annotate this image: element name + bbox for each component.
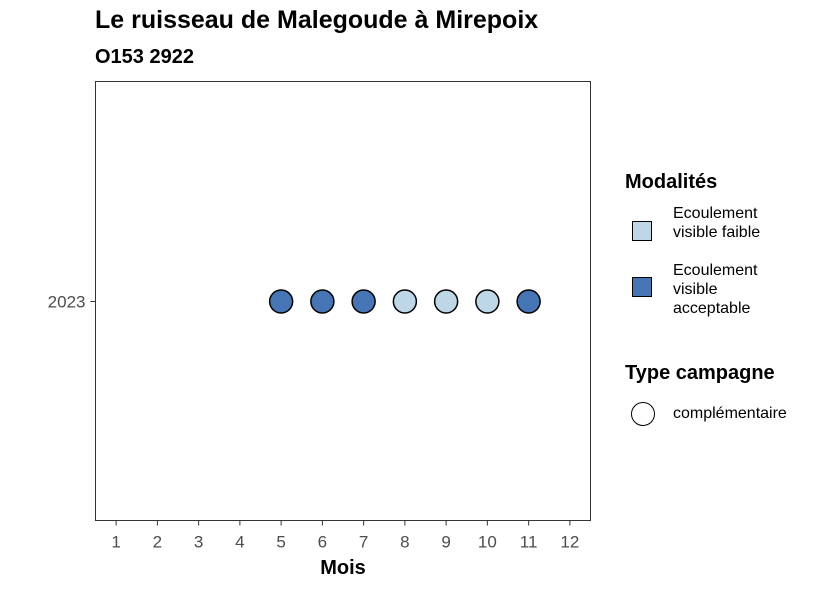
data-points	[268, 289, 541, 314]
plot-panel	[95, 81, 591, 521]
x-tick-label: 7	[359, 533, 368, 552]
x-tick-label: 1	[111, 533, 120, 552]
data-point-month-11	[516, 289, 541, 314]
chart-title: Le ruisseau de Malegoude à Mirepoix	[95, 6, 539, 34]
legend-label-complementaire: complémentaire	[673, 405, 787, 422]
x-tick-label: 6	[318, 533, 327, 552]
x-tick-label: 4	[235, 533, 244, 552]
x-tick-label: 3	[194, 533, 203, 552]
data-point-month-6	[310, 289, 335, 314]
x-tick-label: 2	[153, 533, 162, 552]
chart-subtitle: O153 2922	[95, 46, 194, 68]
data-point-month-7	[351, 289, 376, 314]
legend-campagne-title: Type campagne	[625, 362, 775, 384]
legend-modalites-title: Modalités	[625, 171, 718, 193]
data-point-month-9	[433, 289, 459, 314]
legend-key-acceptable	[632, 277, 652, 297]
x-tick-label: 11	[520, 533, 538, 552]
legend-label-faible: Ecoulement visible faible	[673, 205, 761, 241]
x-axis-title: Mois	[320, 557, 366, 579]
x-tick-label: 10	[478, 533, 497, 552]
x-tick-label: 12	[560, 533, 579, 552]
y-tick-label: 2023	[48, 293, 86, 312]
legend-key-faible	[632, 221, 652, 241]
x-axis: 1 2 3 4 5 6 7 8 9 10 11 12	[111, 520, 579, 552]
x-tick-label: 9	[441, 533, 450, 552]
y-axis: 2023	[48, 293, 96, 312]
data-point-month-8	[392, 289, 418, 314]
x-tick-label: 5	[276, 533, 285, 552]
data-point-month-5	[268, 289, 294, 314]
legend-label-acceptable: Ecoulement visible acceptable	[673, 262, 758, 317]
x-tick-label: 8	[400, 533, 409, 552]
data-point-month-10	[475, 289, 500, 314]
legend-key-complementaire	[631, 402, 655, 426]
